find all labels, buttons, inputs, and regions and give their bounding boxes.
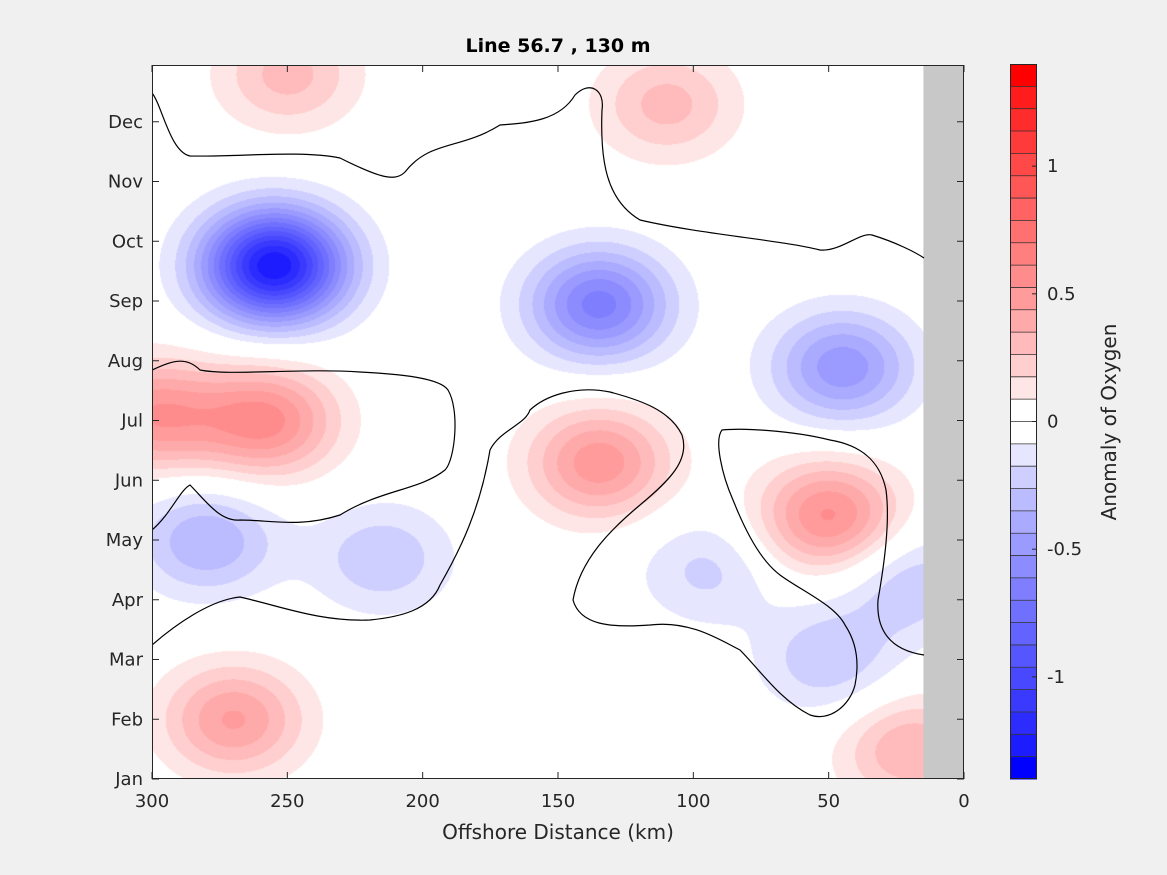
colorbar-swatch bbox=[1010, 555, 1037, 579]
colorbar-swatch bbox=[1010, 376, 1037, 400]
zero-contour bbox=[152, 360, 456, 531]
y-tick-label: Jan bbox=[114, 769, 143, 790]
zero-contour bbox=[152, 87, 925, 259]
colorbar-swatch bbox=[1010, 443, 1037, 467]
colorbar-swatch bbox=[1010, 644, 1037, 668]
x-tick-label: 300 bbox=[135, 791, 169, 812]
colorbar-swatch bbox=[1010, 756, 1037, 780]
colorbar-swatch bbox=[1010, 198, 1037, 221]
colorbar-tick-label: -0.5 bbox=[1047, 539, 1082, 560]
x-axis: 300 250 200 150 100 50 0 bbox=[135, 65, 970, 812]
colorbar-swatch bbox=[1010, 711, 1037, 735]
colorbar-swatch bbox=[1010, 153, 1037, 177]
y-tick-label: Apr bbox=[112, 590, 144, 611]
colorbar-tick-label: -1 bbox=[1047, 667, 1065, 688]
colorbar: -1 -0.5 0 0.5 1 bbox=[1010, 64, 1082, 780]
colorbar-swatch bbox=[1010, 64, 1037, 87]
colorbar-swatch bbox=[1010, 131, 1037, 154]
x-axis-label: Offshore Distance (km) bbox=[442, 820, 674, 844]
zero-contour-lines bbox=[152, 87, 925, 718]
colorbar-swatch bbox=[1010, 421, 1037, 445]
y-tick-label: Oct bbox=[112, 231, 143, 252]
x-tick-label: 50 bbox=[817, 791, 840, 812]
y-axis: Jan Feb Mar Apr May Jun Jul Aug Sep Oct Nov Dec bbox=[106, 112, 964, 790]
colorbar-label: Anomaly of Oxygen bbox=[1097, 324, 1121, 521]
y-tick-label: Feb bbox=[111, 709, 143, 730]
x-tick-label: 0 bbox=[958, 791, 969, 812]
colorbar-tick-label: 0.5 bbox=[1047, 284, 1076, 305]
colorbar-swatch bbox=[1010, 86, 1037, 110]
colorbar-swatch bbox=[1010, 220, 1037, 244]
colorbar-swatch bbox=[1010, 577, 1037, 601]
y-tick-label: Aug bbox=[108, 351, 143, 372]
colorbar-swatch bbox=[1010, 265, 1037, 288]
x-tick-label: 100 bbox=[676, 791, 710, 812]
colorbar-tick-label: 0 bbox=[1047, 412, 1058, 433]
colorbar-swatch bbox=[1010, 332, 1037, 355]
zero-contour bbox=[152, 389, 925, 718]
x-tick-label: 200 bbox=[405, 791, 439, 812]
colorbar-swatch bbox=[1010, 689, 1037, 713]
no-data-region bbox=[923, 65, 964, 779]
contour-field bbox=[152, 65, 964, 779]
colorbar-swatch bbox=[1010, 242, 1037, 266]
colorbar-swatch bbox=[1010, 175, 1037, 199]
colorbar-tick-label: 1 bbox=[1047, 156, 1058, 177]
x-tick-label: 250 bbox=[270, 791, 304, 812]
colorbar-swatch bbox=[1010, 108, 1037, 132]
colorbar-swatch bbox=[1010, 488, 1037, 512]
y-tick-label: May bbox=[106, 530, 144, 551]
y-tick-label: Mar bbox=[109, 650, 144, 671]
y-tick-label: Nov bbox=[108, 172, 143, 193]
colorbar-swatch bbox=[1010, 510, 1037, 534]
y-tick-label: Dec bbox=[108, 112, 143, 133]
y-tick-label: Jun bbox=[114, 470, 143, 491]
colorbar-swatch bbox=[1010, 309, 1037, 333]
y-tick-label: Sep bbox=[109, 291, 143, 312]
colorbar-swatch bbox=[1010, 354, 1037, 378]
chart-title: Line 56.7 , 130 m bbox=[465, 35, 650, 57]
y-tick-label: Jul bbox=[120, 411, 143, 432]
colorbar-swatch bbox=[1010, 622, 1037, 646]
x-tick-label: 150 bbox=[541, 791, 575, 812]
colorbar-swatch bbox=[1010, 667, 1037, 691]
colorbar-swatch bbox=[1010, 287, 1037, 311]
colorbar-swatch bbox=[1010, 466, 1037, 490]
colorbar-swatch bbox=[1010, 734, 1037, 758]
colorbar-swatch bbox=[1010, 600, 1037, 624]
colorbar-swatch bbox=[1010, 533, 1037, 557]
colorbar-swatch bbox=[1010, 399, 1037, 422]
